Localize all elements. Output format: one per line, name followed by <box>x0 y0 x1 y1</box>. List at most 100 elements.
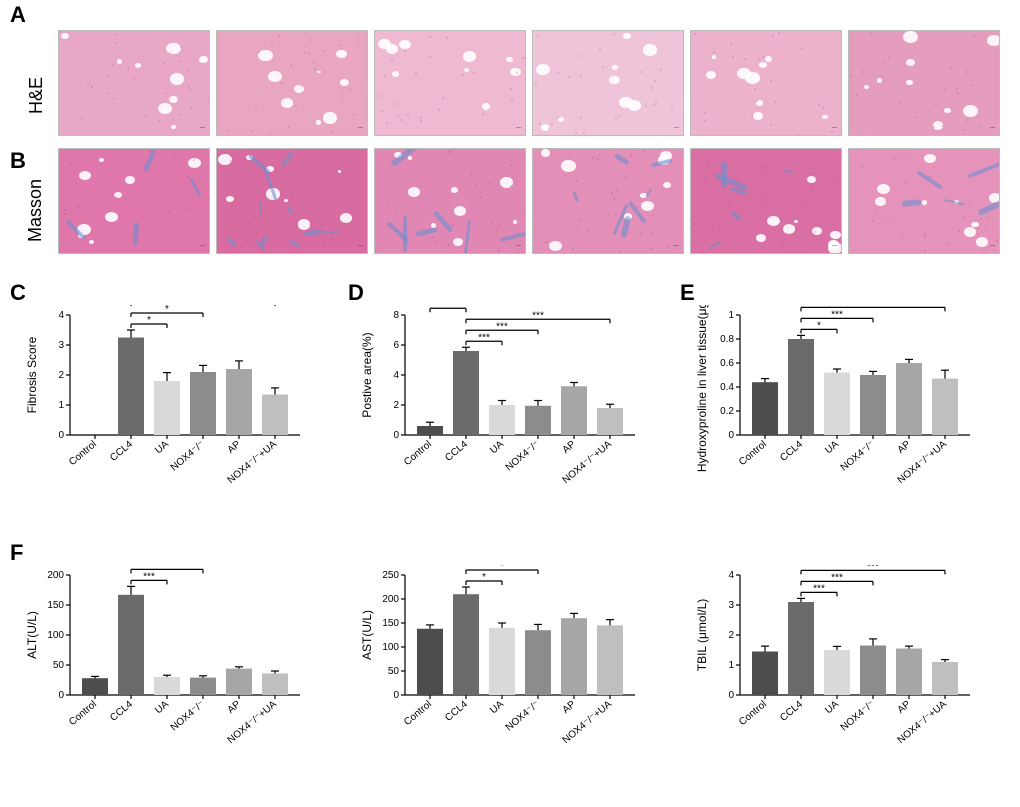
svg-text:0.4: 0.4 <box>720 382 734 393</box>
svg-text:0.6: 0.6 <box>720 358 734 369</box>
image-row-masson: —————— <box>58 148 1000 254</box>
panel-label-f: F <box>10 540 23 566</box>
svg-text:50: 50 <box>388 666 400 677</box>
svg-text:NOX4⁻/⁻: NOX4⁻/⁻ <box>839 699 877 734</box>
svg-text:CCL4: CCL4 <box>778 699 805 724</box>
svg-text:NOX4⁻/⁻: NOX4⁻/⁻ <box>169 699 207 734</box>
bar-chart-svg: 0 50 100 150 200 ALT(U/L) Control CCL4 UANOX4⁻/⁻… <box>20 565 320 775</box>
svg-text:CCL4: CCL4 <box>108 699 135 724</box>
he-tile-5: NOX4 ⁻/⁻+UA— <box>848 30 1000 136</box>
he-tile-4: AP— <box>690 30 842 136</box>
svg-text:UA: UA <box>488 699 506 717</box>
svg-text:Fibrosis Score: Fibrosis Score <box>25 336 39 413</box>
bar-chart-svg: 050100150200250AST(U/L)ControlCCL4UANOX4… <box>355 565 655 775</box>
svg-text:2: 2 <box>58 370 64 381</box>
row-label-he: H&E <box>26 77 47 114</box>
row-label-masson: Masson <box>25 179 46 242</box>
svg-text:***: *** <box>831 309 843 320</box>
svg-text:*: * <box>500 565 504 572</box>
svg-text:200: 200 <box>382 594 399 605</box>
svg-text:UA: UA <box>823 699 841 717</box>
svg-text:150: 150 <box>47 600 64 611</box>
svg-text:*: * <box>482 572 486 583</box>
svg-text:0: 0 <box>728 690 734 701</box>
svg-text:3: 3 <box>728 600 734 611</box>
svg-text:NOX4⁻/⁻: NOX4⁻/⁻ <box>504 699 542 734</box>
svg-text:4: 4 <box>393 370 399 381</box>
svg-text:Postive area(%): Postive area(%) <box>360 332 374 417</box>
chart-ast: 050100150200250AST(U/L)ControlCCL4UANOX4… <box>355 565 655 780</box>
svg-text:CCL4: CCL4 <box>443 699 470 724</box>
svg-text:CCL4: CCL4 <box>778 439 805 464</box>
svg-text:3: 3 <box>58 340 64 351</box>
svg-text:0: 0 <box>58 430 64 441</box>
svg-text:0: 0 <box>393 430 399 441</box>
masson-tile-1: — <box>216 148 368 254</box>
svg-text:Control: Control <box>67 699 99 728</box>
svg-text:*: * <box>147 315 151 326</box>
svg-text:ALT(U/L): ALT(U/L) <box>25 611 39 659</box>
svg-text:NOX4⁻/⁻: NOX4⁻/⁻ <box>504 439 542 474</box>
svg-text:100: 100 <box>47 630 64 641</box>
svg-text:***: *** <box>161 565 173 571</box>
bar-chart-svg: 02468Postive area(%)ControlCCL4UANOX4⁻/⁻… <box>355 305 655 515</box>
svg-text:Control: Control <box>402 699 434 728</box>
svg-text:AP: AP <box>561 699 579 716</box>
svg-text:200: 200 <box>47 570 64 581</box>
svg-text:2: 2 <box>393 400 399 411</box>
bar-chart-svg: 00.20.40.60.81Hydroxyproline in liver ti… <box>690 305 990 515</box>
svg-text:150: 150 <box>382 618 399 629</box>
svg-text:8: 8 <box>393 310 399 321</box>
svg-text:***: *** <box>532 310 544 321</box>
svg-text:4: 4 <box>58 310 64 321</box>
chart-hydroxyproline: 00.20.40.60.81Hydroxyproline in liver ti… <box>690 305 990 520</box>
svg-text:Hydroxyproline in liver tissue: Hydroxyproline in liver tissue(μg/mg) <box>695 305 709 472</box>
svg-text:TBIL (μmol/L): TBIL (μmol/L) <box>695 599 709 671</box>
svg-text:***: *** <box>867 305 879 309</box>
svg-text:***: *** <box>143 571 155 582</box>
he-tile-3: NOX4 ⁻/⁻— <box>532 30 684 136</box>
svg-text:100: 100 <box>382 642 399 653</box>
panel-label-b: B <box>10 148 26 174</box>
svg-text:AP: AP <box>226 439 244 456</box>
svg-text:***: *** <box>813 583 825 594</box>
svg-text:***: *** <box>496 321 508 332</box>
chart-positive-area: 02468Postive area(%)ControlCCL4UANOX4⁻/⁻… <box>355 305 655 520</box>
he-tile-1: CCL4— <box>216 30 368 136</box>
svg-text:AP: AP <box>561 439 579 456</box>
svg-text:NOX4⁻/⁻: NOX4⁻/⁻ <box>169 439 207 474</box>
panel-label-d: D <box>348 280 364 306</box>
svg-text:1: 1 <box>728 660 734 671</box>
svg-text:1: 1 <box>58 400 64 411</box>
svg-text:Control: Control <box>737 439 769 468</box>
figure-root: A B C D E F H&E Masson Control—CCL4—UA—N… <box>0 0 1020 807</box>
bar-chart-svg: 01234TBIL (μmol/L)ControlCCL4UANOX4⁻/⁻AP… <box>690 565 990 775</box>
svg-text:0: 0 <box>58 690 64 701</box>
svg-text:AP: AP <box>896 439 914 456</box>
chart-alt: 0 50 100 150 200 ALT(U/L) Control CCL4 UANOX4⁻/⁻… <box>20 565 320 780</box>
svg-text:CCL4: CCL4 <box>443 439 470 464</box>
svg-text:***: *** <box>478 332 490 343</box>
panel-label-a: A <box>10 2 26 28</box>
svg-text:Control: Control <box>67 439 99 468</box>
svg-text:UA: UA <box>153 699 171 717</box>
svg-text:UA: UA <box>823 439 841 457</box>
svg-text:50: 50 <box>53 660 65 671</box>
svg-text:UA: UA <box>153 439 171 457</box>
image-row-he: Control—CCL4—UA—NOX4 ⁻/⁻—AP—NOX4 ⁻/⁻+UA— <box>58 30 1000 136</box>
chart-tbil: 01234TBIL (μmol/L)ControlCCL4UANOX4⁻/⁻AP… <box>690 565 990 780</box>
svg-text:AP: AP <box>226 699 244 716</box>
svg-text:***: *** <box>442 305 454 310</box>
svg-text:250: 250 <box>382 570 399 581</box>
he-tile-2: UA— <box>374 30 526 136</box>
svg-text:1: 1 <box>728 310 734 321</box>
svg-text:AP: AP <box>896 699 914 716</box>
panel-label-e: E <box>680 280 695 306</box>
svg-text:UA: UA <box>488 439 506 457</box>
bar-chart-svg: 0 1 2 3 4 Fibrosis Score Control CCL4 UANOX4⁻/⁻ A… <box>20 305 320 515</box>
svg-text:CCL4: CCL4 <box>108 439 135 464</box>
svg-text:0.2: 0.2 <box>720 406 734 417</box>
masson-tile-3: — <box>532 148 684 254</box>
panel-label-c: C <box>10 280 26 306</box>
svg-text:***: *** <box>831 572 843 583</box>
